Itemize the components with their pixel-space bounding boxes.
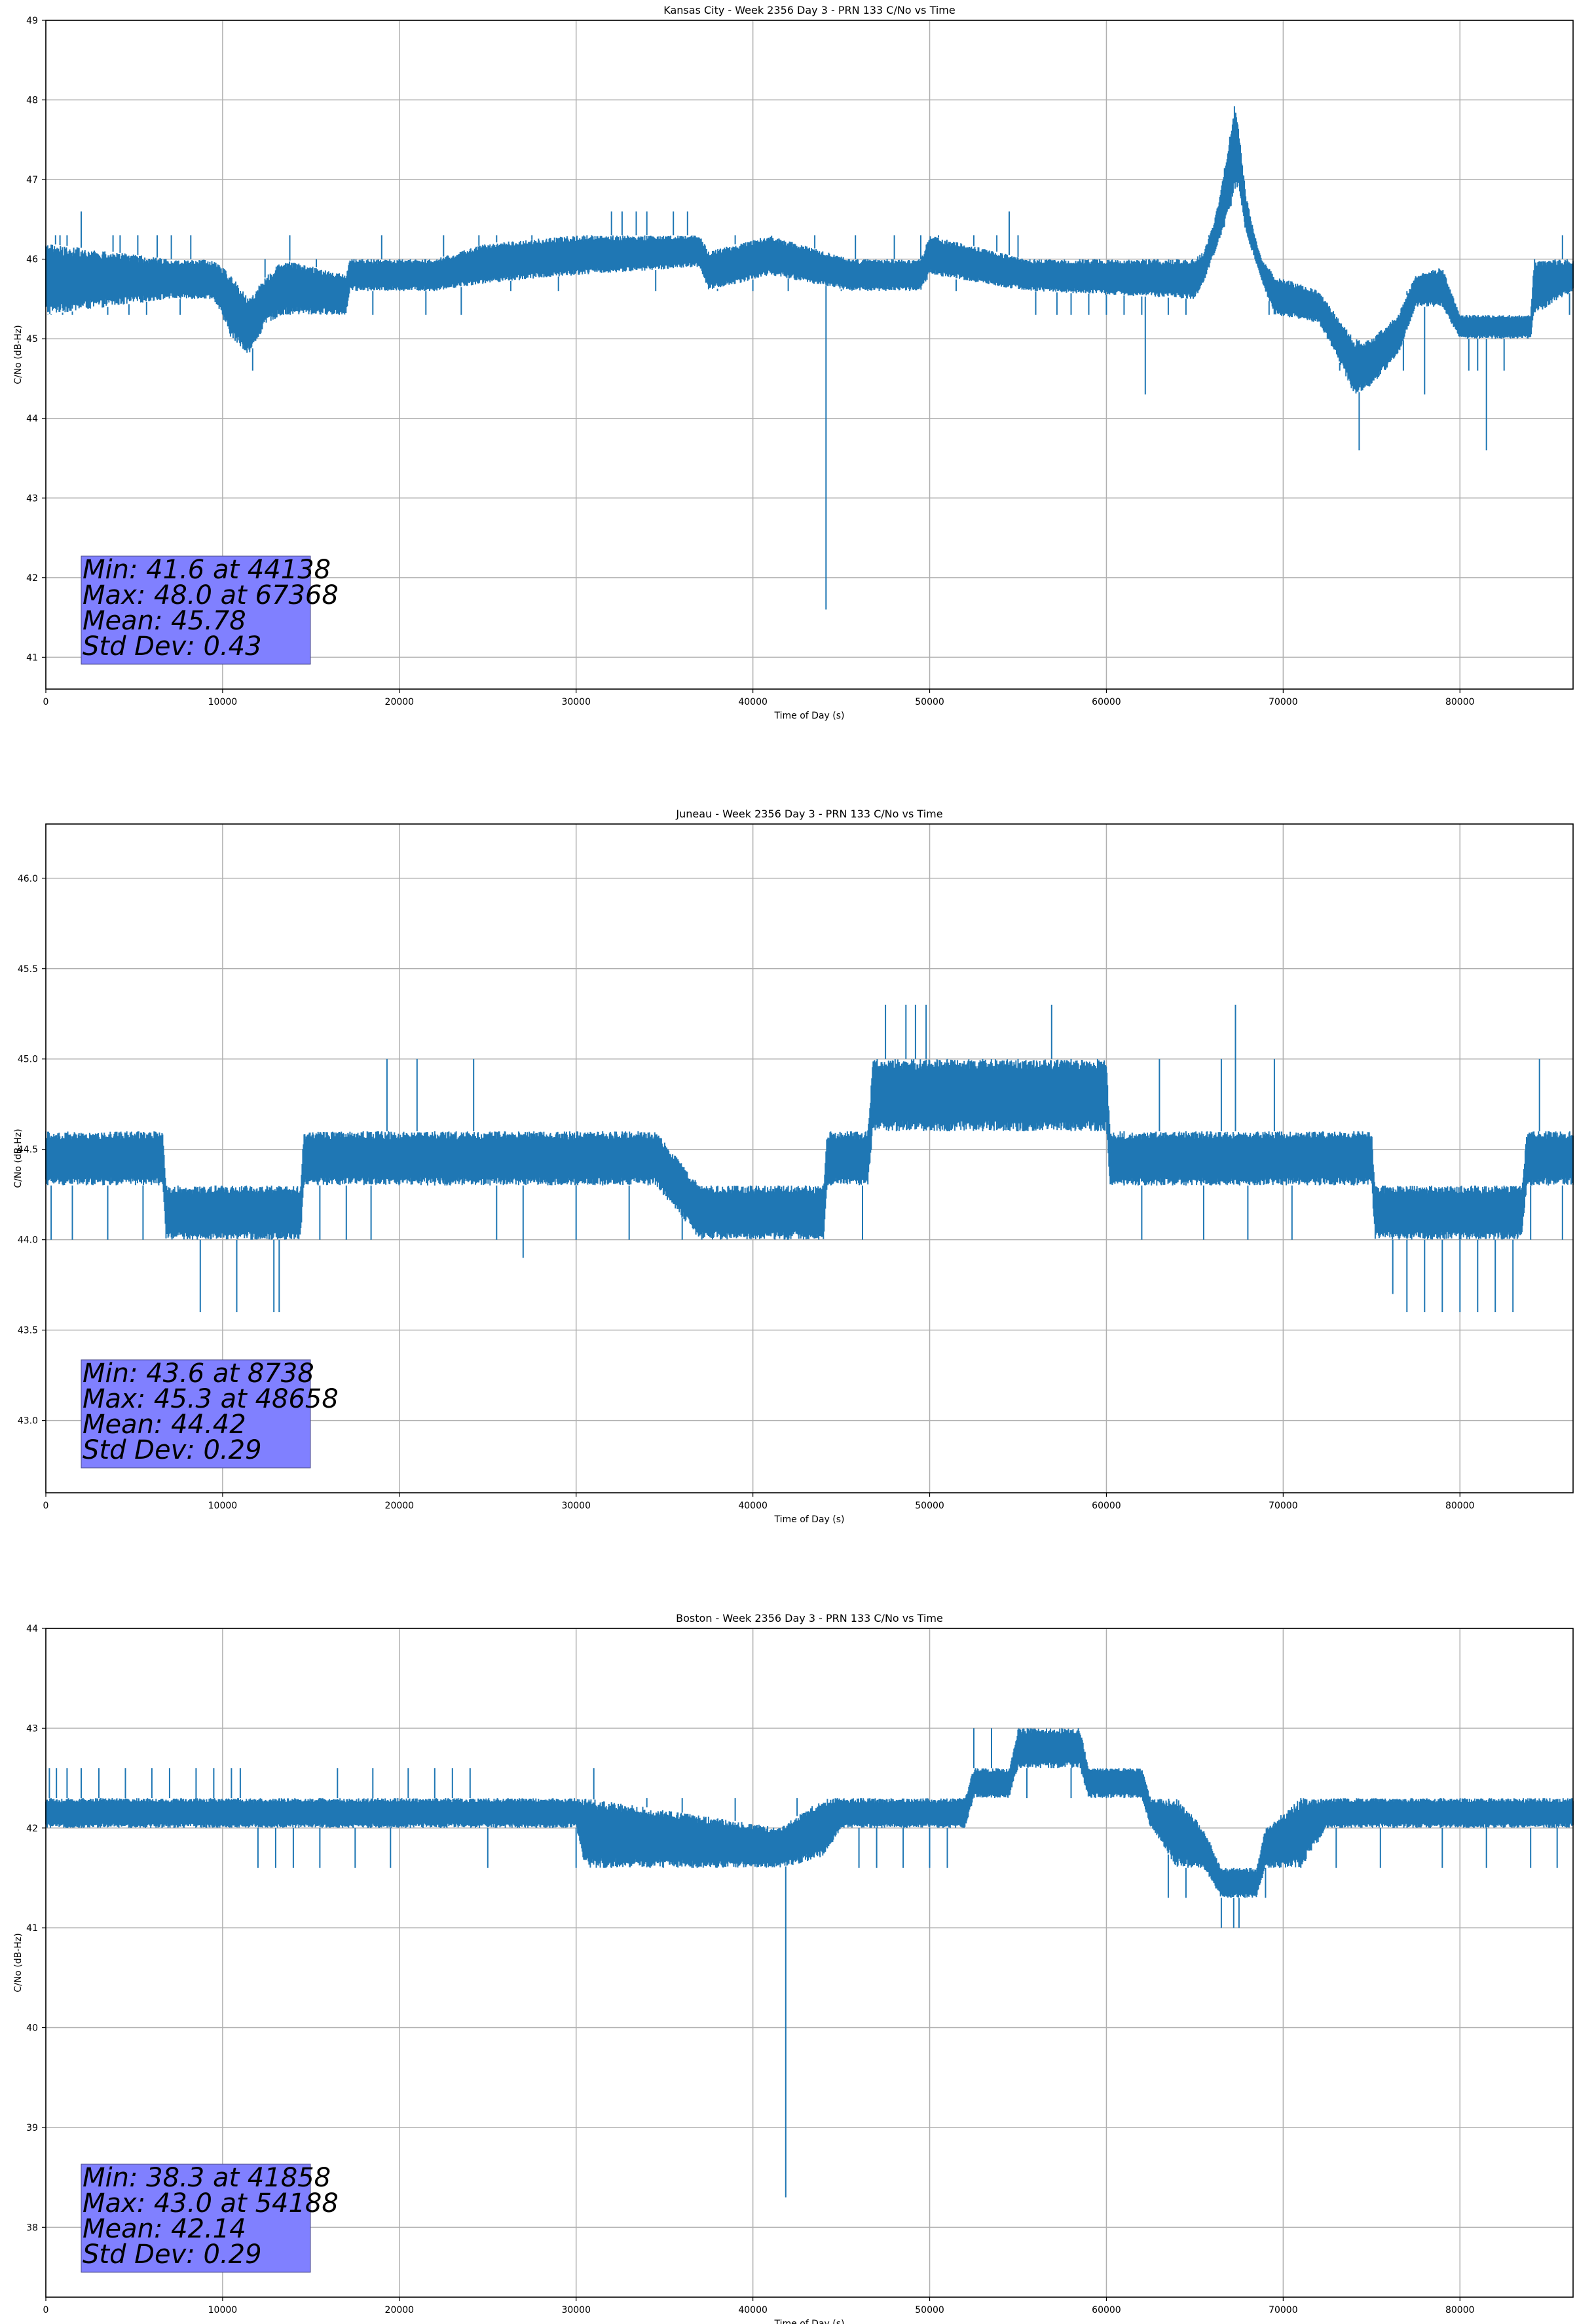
y-tick-label: 44.0 [18,1235,38,1246]
plot-frame [45,823,1574,1493]
stats-line: Max: 43.0 at 54188 [83,2188,339,2219]
stats-line: Std Dev: 0.43 [83,631,262,662]
y-tick-label: 39 [26,2123,38,2133]
x-tick-label: 0 [43,697,49,707]
x-tick-label: 30000 [561,2305,591,2315]
y-axis-label: C/No (dB-Hz) [13,1933,24,1992]
y-tick-label: 48 [26,96,38,106]
y-tick-label: 44.5 [18,1145,38,1155]
y-tick-label: 43.5 [18,1326,38,1336]
x-tick-label: 80000 [1445,2305,1475,2315]
chart-title: Boston - Week 2356 Day 3 - PRN 133 C/No … [676,1612,943,1624]
y-tick-label: 41 [26,652,38,663]
y-tick-label: 43 [26,1723,38,1734]
stats-line: Min: 41.6 at 44138 [83,555,331,585]
chart-panel-1: 0 10000 20000 30000 40000 50000 60000 70000 8000… [13,4,1574,721]
x-tick-label: 10000 [208,2305,238,2315]
x-tick-label: 60000 [1092,2305,1121,2315]
y-tick-label: 43.0 [18,1416,38,1427]
y-tick-label: 41 [26,1923,38,1934]
x-tick-label: 80000 [1445,1501,1475,1511]
x-tick-label: 60000 [1092,697,1121,707]
stats-line: Mean: 45.78 [83,606,246,636]
stats-line: Max: 48.0 at 67368 [83,580,339,610]
x-axis-label: Time of Day (s) [774,2319,845,2324]
stats-line: Mean: 42.14 [83,2214,246,2244]
x-tick-label: 80000 [1445,697,1475,707]
x-tick-label: 20000 [385,697,415,707]
y-tick-label: 42 [26,1824,38,1834]
chart-panel-3: 0 10000 20000 30000 40000 50000 60000 70000 8000… [13,1612,1574,2324]
y-tick-label: 40 [26,2023,38,2034]
x-tick-label: 50000 [915,1501,944,1511]
x-tick-label: 70000 [1269,1501,1298,1511]
y-tick-label: 45 [26,334,38,345]
x-axis-label: Time of Day (s) [774,1514,845,1525]
y-tick-label: 46 [26,255,38,265]
x-tick-label: 30000 [561,697,591,707]
plot-frame [45,1628,1574,2298]
x-tick-label: 20000 [385,2305,415,2315]
x-tick-label: 10000 [208,697,238,707]
y-tick-label: 47 [26,175,38,185]
chart-panel-2: 0 10000 20000 30000 40000 50000 60000 70000 8000… [13,808,1574,1525]
chart-title: Kansas City - Week 2356 Day 3 - PRN 133 … [663,4,955,16]
stats-box [81,2164,311,2273]
x-tick-label: 40000 [738,697,768,707]
x-tick-label: 20000 [385,1501,415,1511]
y-tick-label: 44 [26,414,38,424]
x-tick-label: 40000 [738,2305,768,2315]
y-tick-label: 46.0 [18,874,38,884]
y-tick-label: 38 [26,2222,38,2233]
y-tick-label: 45.0 [18,1055,38,1065]
stats-box [81,1359,311,1469]
y-tick-label: 44 [26,1624,38,1634]
x-tick-label: 50000 [915,2305,944,2315]
x-tick-label: 40000 [738,1501,768,1511]
y-axis-label: C/No (dB-Hz) [13,325,24,384]
chart-title: Juneau - Week 2356 Day 3 - PRN 133 C/No … [675,808,942,820]
stats-line: Std Dev: 0.29 [83,1435,262,1465]
plot-frame [45,20,1574,690]
stats-box [81,555,311,665]
x-tick-label: 60000 [1092,1501,1121,1511]
y-tick-label: 49 [26,16,38,26]
y-axis-label: C/No (dB-Hz) [13,1129,24,1188]
y-tick-label: 42 [26,573,38,584]
x-axis-label: Time of Day (s) [774,711,845,721]
stats-line: Min: 38.3 at 41858 [83,2163,331,2193]
x-tick-label: 70000 [1269,697,1298,707]
x-tick-label: 0 [43,1501,49,1511]
y-tick-label: 45.5 [18,964,38,975]
stats-line: Min: 43.6 at 8738 [83,1359,314,1389]
stats-line: Max: 45.3 at 48658 [83,1384,339,1414]
x-tick-label: 50000 [915,697,944,707]
x-tick-label: 30000 [561,1501,591,1511]
stats-line: Mean: 44.42 [83,1410,246,1440]
x-tick-label: 0 [43,2305,49,2315]
x-tick-label: 70000 [1269,2305,1298,2315]
y-tick-label: 43 [26,493,38,504]
stats-line: Std Dev: 0.29 [83,2240,262,2270]
x-tick-label: 10000 [208,1501,238,1511]
